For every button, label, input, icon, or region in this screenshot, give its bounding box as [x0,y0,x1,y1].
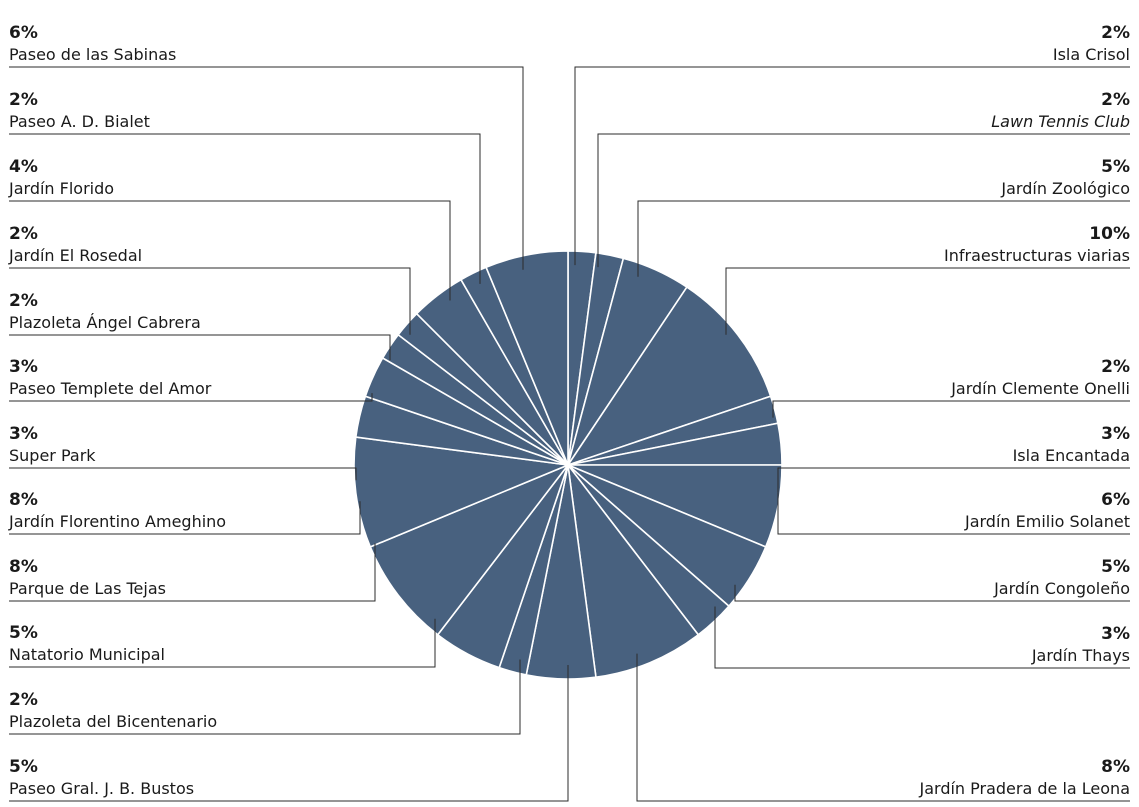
slice-label-jardin-clemente-onelli: Jardín Clemente Onelli [950,379,1130,398]
pie-slice-jardin-pradera-de-la-leona [566,462,700,679]
slice-label-paseo-gral-j-b-bustos: Paseo Gral. J. B. Bustos [9,779,194,798]
slice-percent-jardin-florentino-ameghino: 8% [9,490,38,510]
leader-line-jardin-thays [714,606,1130,669]
leader-line-lawn-tennis-club [597,133,1130,268]
leader-line-isla-crisol [574,66,1130,266]
slice-label-paseo-templete-del-amor: Paseo Templete del Amor [9,379,212,398]
slice-percent-plazoleta-angel-cabrera: 2% [9,291,38,311]
leader-lines [9,66,1130,802]
slice-percent-jardin-thays: 3% [1101,624,1130,644]
slice-label-jardin-florido: Jardín Florido [8,179,114,198]
slice-label-lawn-tennis-club: Lawn Tennis Club [991,112,1130,131]
pie-slice-paseo-de-las-sabinas [485,250,569,466]
slice-percent-jardin-congoleno: 5% [1101,557,1130,577]
leader-line-plazoleta-del-bicentenario [9,659,521,735]
leader-line-jardin-clemente-onelli [772,400,1130,418]
slice-label-super-park: Super Park [9,446,96,465]
slice-label-isla-crisol: Isla Crisol [1053,45,1130,64]
slice-percent-lawn-tennis-club: 2% [1101,90,1130,110]
slice-percent-paseo-templete-del-amor: 3% [9,357,38,377]
slice-label-jardin-florentino-ameghino: Jardín Florentino Ameghino [8,512,226,531]
slice-label-parque-de-las-tejas: Parque de Las Tejas [9,579,166,598]
slice-label-natatorio-municipal: Natatorio Municipal [9,645,165,664]
pie-slice-infraestructuras-viarias [566,285,772,467]
slice-label-paseo-de-las-sabinas: Paseo de las Sabinas [9,45,176,64]
leader-line-jardin-el-rosedal [9,267,411,335]
slice-percent-parque-de-las-tejas: 8% [9,557,38,577]
slice-percent-plazoleta-del-bicentenario: 2% [9,690,38,710]
slice-percent-jardin-pradera-de-la-leona: 8% [1101,757,1130,777]
leader-line-isla-encantada [777,467,1130,493]
slice-percent-jardin-emilio-solanet: 6% [1101,490,1130,510]
slice-label-paseo-a-d-bialet: Paseo A. D. Bialet [9,112,150,131]
leader-line-jardin-congoleno [734,584,1130,602]
pie-slices [353,250,783,680]
leader-line-paseo-a-d-bialet [9,133,481,284]
slice-label-plazoleta-del-bicentenario: Plazoleta del Bicentenario [9,712,217,731]
slice-percent-natatorio-municipal: 5% [9,623,38,643]
leader-line-paseo-de-las-sabinas [9,66,524,270]
slice-percent-infraestructuras-viarias: 10% [1089,224,1130,244]
slice-percent-isla-encantada: 3% [1101,424,1130,444]
leader-line-plazoleta-angel-cabrera [9,334,391,361]
leader-line-jardin-zoologico [637,200,1130,277]
slice-label-jardin-thays: Jardín Thays [1031,646,1130,665]
slice-label-jardin-pradera-de-la-leona: Jardín Pradera de la Leona [919,779,1131,798]
leader-line-jardin-pradera-de-la-leona [636,653,1130,802]
leader-line-jardin-emilio-solanet [777,492,1130,535]
slice-label-jardin-zoologico: Jardín Zoológico [1000,179,1130,198]
slice-labels: 2% Isla Crisol 2% Lawn Tennis Club 5% Jardín … [8,23,1130,798]
leader-line-paseo-templete-del-amor [9,393,373,402]
slice-percent-paseo-a-d-bialet: 2% [9,90,38,110]
slice-percent-paseo-gral-j-b-bustos: 5% [9,757,38,777]
leader-line-parque-de-las-tejas [9,543,376,602]
leader-line-paseo-gral-j-b-bustos [9,665,569,802]
slice-label-plazoleta-angel-cabrera: Plazoleta Ángel Cabrera [9,313,201,332]
slice-percent-isla-crisol: 2% [1101,23,1130,43]
slice-label-jardin-congoleno: Jardín Congoleño [993,579,1130,598]
slice-percent-paseo-de-las-sabinas: 6% [9,23,38,43]
leader-line-super-park [9,467,357,481]
slice-label-infraestructuras-viarias: Infraestructuras viarias [944,246,1130,265]
leader-line-natatorio-municipal [9,618,436,668]
slice-percent-jardin-florido: 4% [9,157,38,177]
slice-percent-jardin-el-rosedal: 2% [9,224,38,244]
leader-line-jardin-florentino-ameghino [9,501,361,535]
leader-line-jardin-florido [9,200,451,301]
slice-label-isla-encantada: Isla Encantada [1013,446,1130,465]
slice-label-jardin-emilio-solanet: Jardín Emilio Solanet [964,512,1130,531]
slice-percent-jardin-zoologico: 5% [1101,157,1130,177]
slice-label-jardin-el-rosedal: Jardín El Rosedal [8,246,142,265]
pie-slice-jardin-florentino-ameghino [353,436,572,548]
slice-percent-super-park: 3% [9,424,38,444]
leader-line-infraestructuras-viarias [725,267,1130,335]
slice-percent-jardin-clemente-onelli: 2% [1101,357,1130,377]
